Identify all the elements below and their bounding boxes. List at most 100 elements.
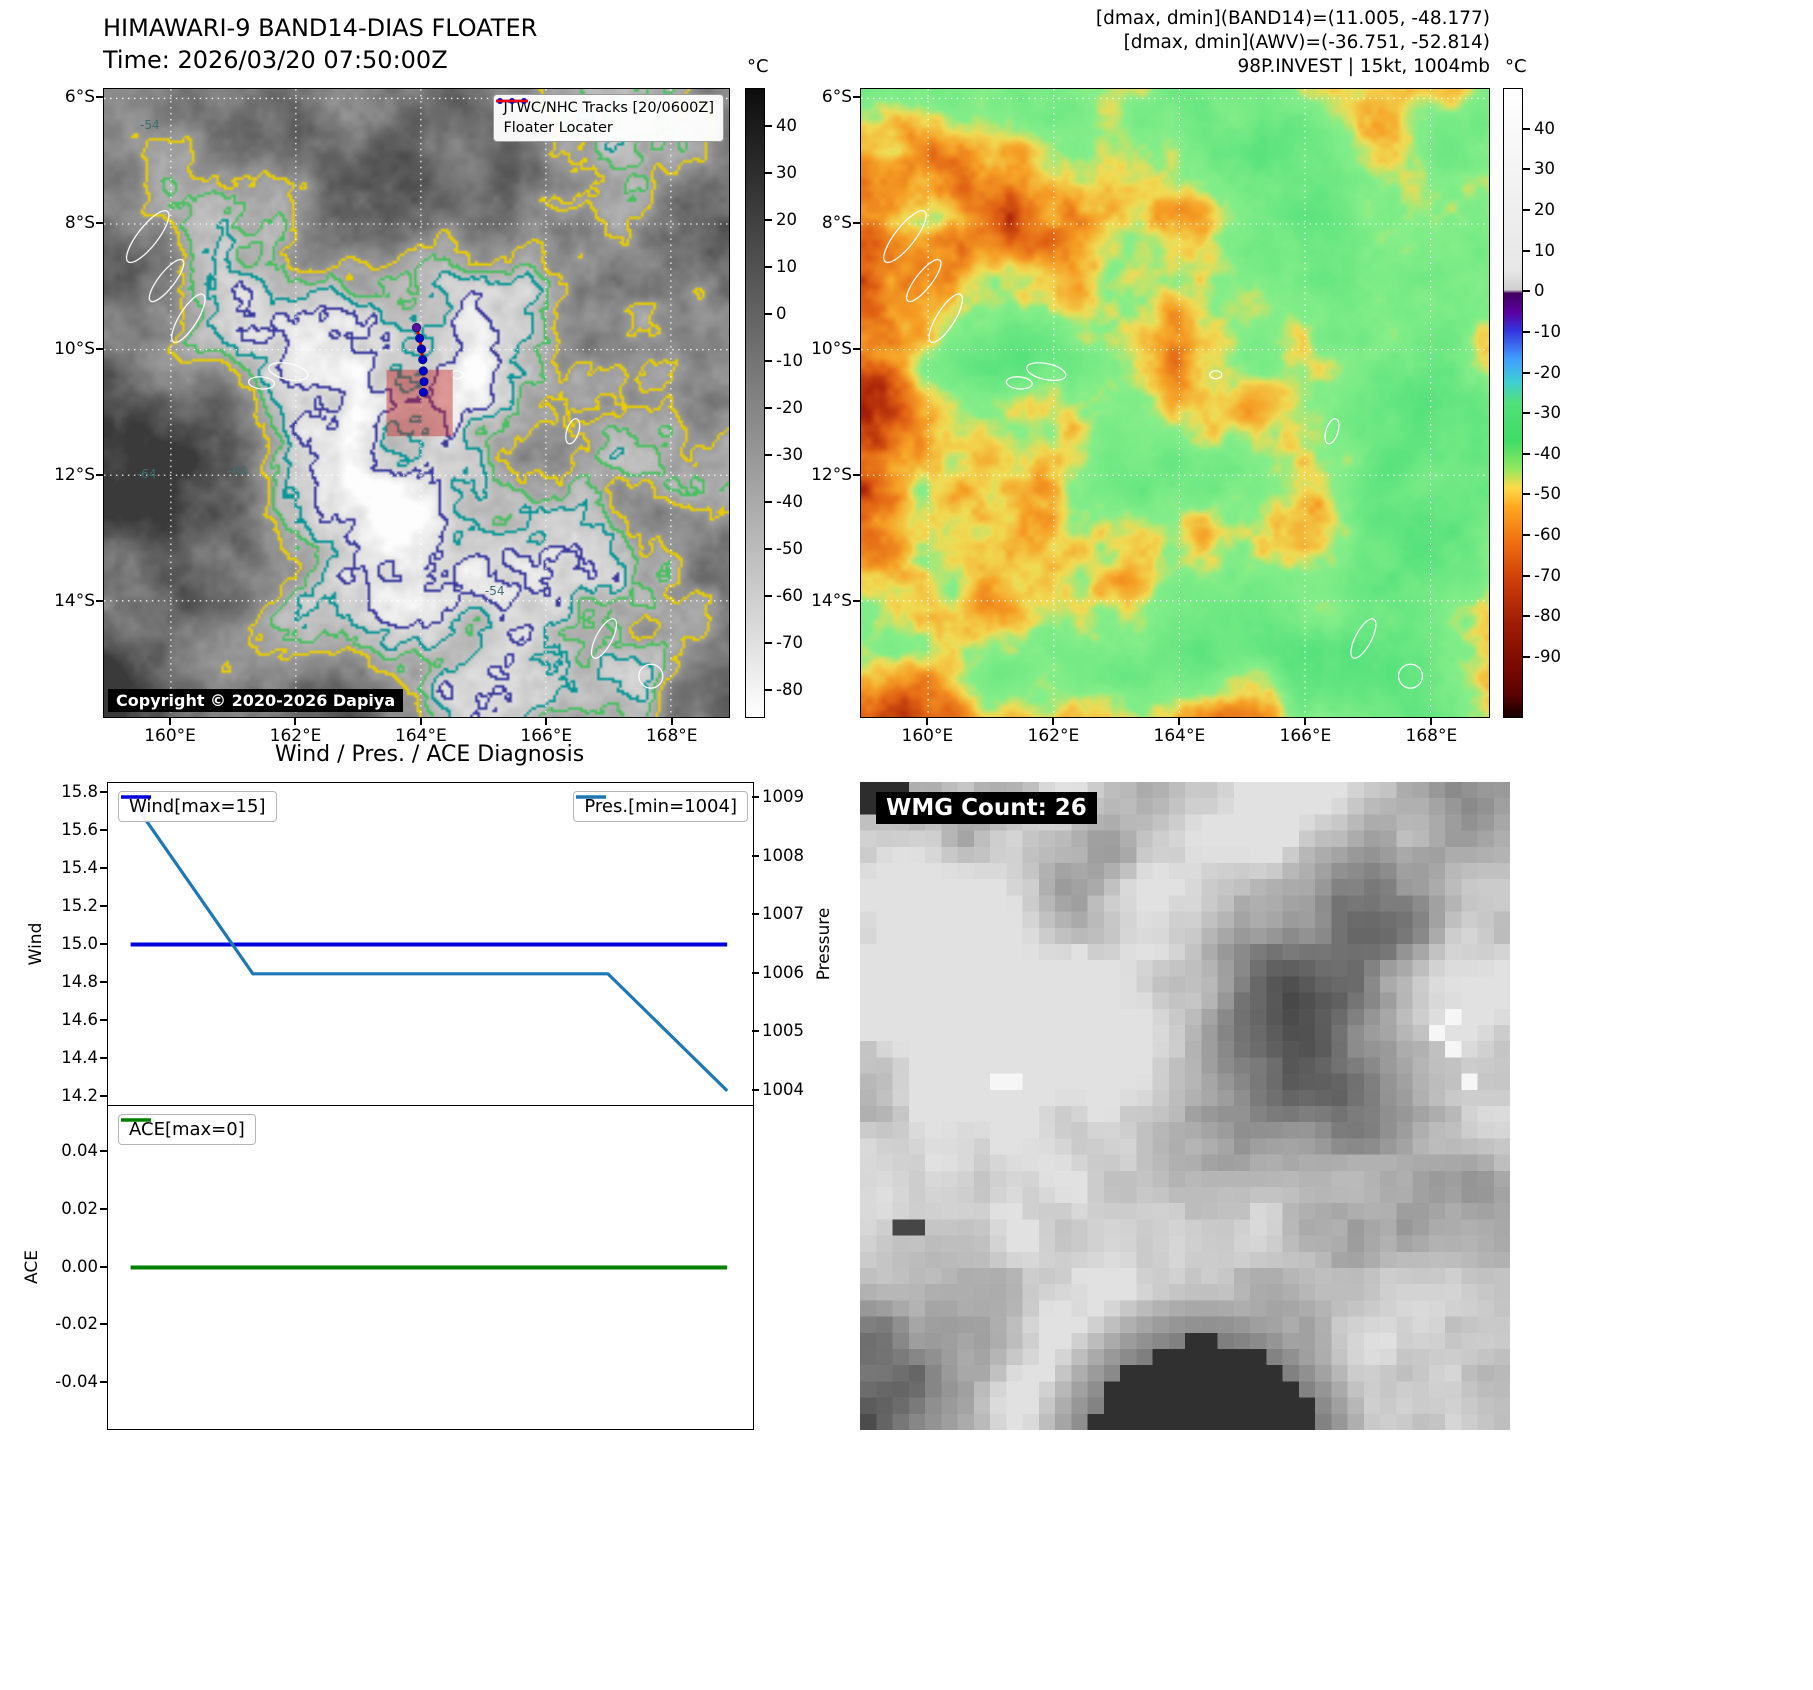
colorbar-tick-mark <box>765 359 772 362</box>
y-tick-mark <box>100 1323 107 1326</box>
axis-title-ace: ACE <box>22 1249 42 1284</box>
jtwc-tracks-legend-label: JTWC/NHC Tracks [20/0600Z] <box>503 100 714 116</box>
y-tick-mark <box>100 1380 107 1383</box>
colorbar-tick-mark <box>1523 534 1530 537</box>
lat-tick-mark <box>96 222 103 225</box>
lat-tick-mark <box>96 474 103 477</box>
legend-line-sample <box>576 795 607 799</box>
floater-legend-marker <box>496 99 529 103</box>
colorbar-tick-mark <box>765 265 772 268</box>
colorbar-tick-label: -40 <box>776 491 803 511</box>
colorbar-tick-mark <box>1523 371 1530 374</box>
diagnosis-chart-title: Wind / Pres. / ACE Diagnosis <box>274 742 585 767</box>
lon-tick-label: 162°E <box>269 726 322 746</box>
y-tick-label: 14.8 <box>61 971 98 991</box>
y-tick-label: 1006 <box>762 962 804 982</box>
colorbar-tick-label: 0 <box>776 303 787 323</box>
colorbar-tick-label: 30 <box>776 162 797 182</box>
colorbar-tick-label: -30 <box>1534 403 1561 423</box>
lat-tick-mark <box>853 96 860 99</box>
colorbar-tick-mark <box>1523 168 1530 171</box>
y-tick-mark <box>100 980 107 983</box>
lon-tick-mark <box>169 718 172 725</box>
contour-value-label: -64 <box>227 464 248 479</box>
legend-item-floater: Floater Locater <box>496 99 714 136</box>
colorbar-tick-label: -60 <box>1534 525 1561 545</box>
lon-tick-label: 160°E <box>144 726 196 746</box>
y-tick-mark <box>100 1018 107 1021</box>
lon-tick-mark <box>1304 718 1307 725</box>
legend-label: ACE[max=0] <box>129 1119 245 1140</box>
y-tick-label: 15.4 <box>61 857 98 877</box>
colorbar-tick-label: -70 <box>1534 565 1561 585</box>
colorbar-tick-mark <box>1523 452 1530 455</box>
lon-tick-mark <box>545 718 548 725</box>
lat-tick-label: 12°S <box>811 465 852 486</box>
band14-map-overlay <box>104 89 729 717</box>
colorbar-tick-mark <box>1523 127 1530 130</box>
y-tick-label: 1009 <box>762 787 804 807</box>
colorbar-tick-label: 10 <box>776 256 797 276</box>
lon-tick-label: 166°E <box>520 726 573 746</box>
band14-colorbar-unit: °C <box>747 56 769 77</box>
y-tick-label: 1005 <box>762 1021 804 1041</box>
lon-tick-label: 166°E <box>1279 726 1332 746</box>
y-tick-label: 1008 <box>762 845 804 865</box>
axis-title-pressure: Pressure <box>814 907 834 980</box>
colorbar-tick-label: -80 <box>776 679 803 699</box>
colorbar-tick-label: 40 <box>1534 118 1555 138</box>
awv-map-overlay <box>861 89 1489 717</box>
colorbar-tick-label: -20 <box>1534 362 1561 382</box>
colorbar-tick-label: -60 <box>776 585 803 605</box>
band14-colorbar <box>745 88 765 718</box>
lat-tick-mark <box>853 600 860 603</box>
band14-satellite-canvas <box>104 89 729 717</box>
y-tick-mark <box>100 1150 107 1153</box>
colorbar-tick-mark <box>765 312 772 315</box>
colorbar-tick-mark <box>765 641 772 644</box>
band14-timestamp: Time: 2026/03/20 07:50:00Z <box>103 46 448 74</box>
floater-legend-label: Floater Locater <box>503 120 613 136</box>
lat-tick-mark <box>96 600 103 603</box>
wind-pressure-chart: Wind[max=15] Pres.[min=1004] <box>107 782 754 1106</box>
awv-colorbar <box>1503 88 1523 718</box>
lon-tick-label: 168°E <box>1405 726 1458 746</box>
lat-tick-label: 12°S <box>54 465 95 486</box>
colorbar-tick-label: -10 <box>776 350 803 370</box>
lat-tick-mark <box>96 96 103 99</box>
colorbar-tick-label: 10 <box>1534 240 1555 260</box>
colorbar-tick-label: 30 <box>1534 159 1555 179</box>
colorbar-tick-mark <box>1523 208 1530 211</box>
contour-value-label: -54 <box>140 117 160 132</box>
lon-tick-mark <box>1178 718 1181 725</box>
y-tick-mark <box>752 913 759 916</box>
y-tick-label: -0.02 <box>55 1314 98 1334</box>
y-tick-mark <box>100 1094 107 1097</box>
y-tick-label: 0.00 <box>61 1256 98 1276</box>
lon-tick-mark <box>1052 718 1055 725</box>
awv-satellite-canvas <box>861 89 1489 717</box>
legend-line-sample <box>121 795 151 799</box>
y-tick-mark <box>752 971 759 974</box>
colorbar-tick-label: -50 <box>1534 484 1561 504</box>
colorbar-tick-mark <box>765 406 772 409</box>
colorbar-tick-mark <box>765 171 772 174</box>
colorbar-tick-label: -30 <box>776 444 803 464</box>
awv-header-line-3: 98P.INVEST | 15kt, 1004mb <box>1237 56 1491 77</box>
awv-header-line-2: [dmax, dmin](AWV)=(-36.751, -52.814) <box>1123 32 1490 53</box>
y-tick-label: 15.2 <box>61 895 98 915</box>
lat-tick-mark <box>853 474 860 477</box>
colorbar-tick-mark <box>765 124 772 127</box>
lat-tick-mark <box>853 348 860 351</box>
colorbar-tick-label: 20 <box>1534 199 1555 219</box>
y-tick-mark <box>752 796 759 799</box>
wmg-count-label: WMG Count: 26 <box>876 792 1097 824</box>
colorbar-tick-mark <box>1523 249 1530 252</box>
y-tick-mark <box>100 942 107 945</box>
colorbar-tick-label: -90 <box>1534 647 1561 667</box>
legend-line-sample <box>121 1118 151 1122</box>
lat-tick-mark <box>853 222 860 225</box>
colorbar-tick-mark <box>765 453 772 456</box>
y-tick-label: 15.8 <box>61 781 98 801</box>
colorbar-tick-label: -40 <box>1534 443 1561 463</box>
